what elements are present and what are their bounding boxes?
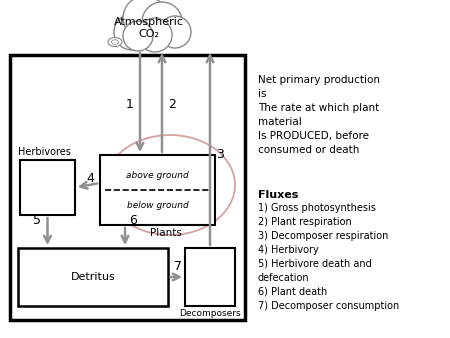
Bar — [18, 248, 168, 306]
Text: CO₂: CO₂ — [139, 29, 159, 39]
Text: above ground: above ground — [126, 171, 189, 180]
Text: below ground: below ground — [126, 201, 189, 210]
Bar — [100, 155, 215, 225]
Circle shape — [114, 14, 150, 50]
Circle shape — [123, 0, 167, 40]
Circle shape — [138, 18, 172, 52]
Text: Detritus: Detritus — [71, 272, 115, 282]
Circle shape — [159, 16, 191, 48]
Text: 3) Decomposer respiration: 3) Decomposer respiration — [258, 231, 388, 241]
Text: 2: 2 — [168, 98, 176, 112]
Text: 4) Herbivory: 4) Herbivory — [258, 245, 319, 255]
Text: Plants: Plants — [149, 228, 181, 238]
Text: 3: 3 — [216, 148, 224, 162]
Text: Decomposers: Decomposers — [179, 309, 241, 318]
Text: 7) Decomposer consumption: 7) Decomposer consumption — [258, 301, 399, 311]
Text: 4: 4 — [86, 171, 94, 185]
Bar — [20, 160, 75, 215]
Text: Herbivores: Herbivores — [18, 147, 71, 157]
Text: Fluxes: Fluxes — [258, 190, 298, 200]
Text: 6: 6 — [129, 214, 137, 226]
Text: 5: 5 — [33, 214, 41, 226]
Text: defecation: defecation — [258, 273, 310, 283]
Bar — [185, 248, 235, 306]
Bar — [10, 55, 245, 320]
Text: 2) Plant respiration: 2) Plant respiration — [258, 217, 352, 227]
Ellipse shape — [112, 40, 118, 44]
Text: 5) Herbivore death and: 5) Herbivore death and — [258, 259, 372, 269]
Text: 7: 7 — [174, 261, 182, 273]
Ellipse shape — [108, 38, 122, 47]
Circle shape — [142, 2, 182, 42]
Text: 1) Gross photosynthesis: 1) Gross photosynthesis — [258, 203, 376, 213]
Text: Net primary production
is
The rate at which plant
material
Is PRODUCED, before
c: Net primary production is The rate at wh… — [258, 75, 380, 155]
Text: 6) Plant death: 6) Plant death — [258, 287, 327, 297]
Text: 1: 1 — [126, 98, 134, 112]
Text: Atmospheric: Atmospheric — [114, 17, 184, 27]
Circle shape — [123, 21, 153, 51]
